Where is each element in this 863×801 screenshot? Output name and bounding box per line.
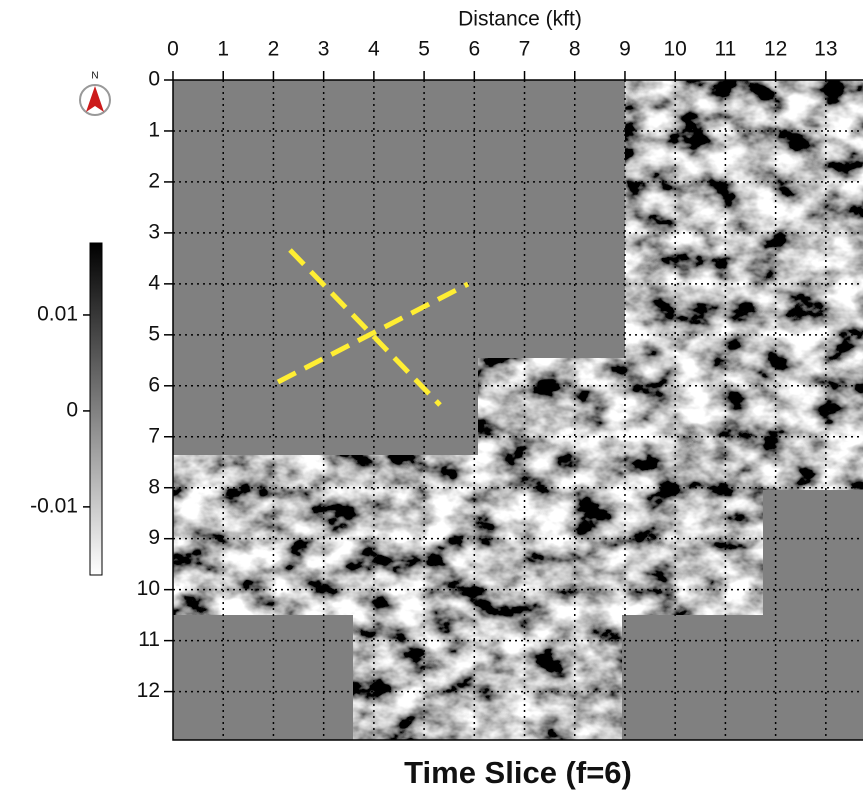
y-tick-label: 7: [148, 424, 160, 447]
x-tick-label: 4: [368, 38, 380, 61]
y-tick-label: 4: [148, 271, 160, 294]
colorbar: [89, 242, 103, 576]
y-tick-label: 6: [148, 373, 160, 396]
y-tick-label: 11: [138, 628, 160, 651]
x-tick-label: 5: [418, 38, 430, 61]
section-lines: [276, 248, 470, 407]
y-tick-label: 10: [137, 577, 160, 600]
y-tick-label: 0: [148, 68, 160, 91]
colorbar-tick-label: 0: [66, 398, 78, 421]
y-tick-label: 2: [148, 169, 160, 192]
x-tick-label: 3: [318, 38, 330, 61]
x-tick-label: 6: [468, 38, 480, 61]
x-axis-label: Distance (kft): [458, 8, 582, 31]
chart-title: Time Slice (f=6): [404, 755, 632, 790]
x-tick-label: 13: [814, 38, 837, 61]
y-tick-label: 8: [148, 475, 160, 498]
y-tick-label: 5: [148, 322, 160, 345]
colorbar-tick-label: 0.01: [37, 303, 78, 326]
colorbar-tick-label: -0.01: [30, 494, 78, 517]
x-tick-label: 12: [764, 38, 787, 61]
y-tick-label: 3: [148, 220, 160, 243]
x-tick-label: 1: [217, 38, 229, 61]
x-tick-label: 0: [167, 38, 179, 61]
north-arrow: N: [79, 71, 111, 116]
north-label: N: [91, 71, 98, 82]
x-tick-label: 9: [619, 38, 631, 61]
x-tick-label: 10: [664, 38, 687, 61]
grid: [173, 80, 863, 740]
arrow: [86, 86, 104, 112]
axis-frame: [172, 79, 863, 741]
section-line: [276, 281, 470, 385]
y-tick-label: 12: [137, 679, 160, 702]
y-tick-label: 9: [148, 526, 160, 549]
x-tick-label: 11: [714, 38, 736, 61]
x-tick-label: 7: [519, 38, 531, 61]
x-tick-label: 2: [268, 38, 280, 61]
section-line: [288, 248, 442, 407]
x-tick-label: 8: [569, 38, 581, 61]
y-tick-label: 1: [148, 119, 160, 142]
